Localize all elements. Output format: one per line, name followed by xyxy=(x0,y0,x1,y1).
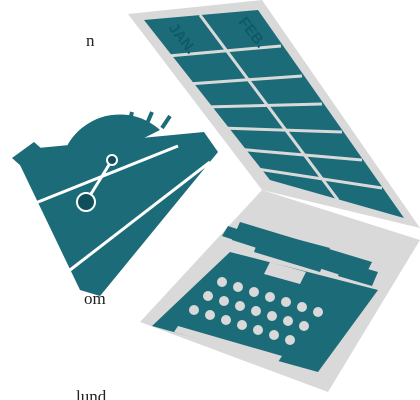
gauge-device xyxy=(12,111,218,296)
spreadsheet-grid xyxy=(167,14,383,201)
gauge-knob xyxy=(76,192,96,212)
paper-slot xyxy=(264,262,306,284)
typewriter xyxy=(152,222,378,372)
gauge-knob xyxy=(106,154,118,166)
text-fragment: lund xyxy=(76,387,107,400)
text-fragment: n xyxy=(86,31,95,50)
keys xyxy=(174,277,323,362)
